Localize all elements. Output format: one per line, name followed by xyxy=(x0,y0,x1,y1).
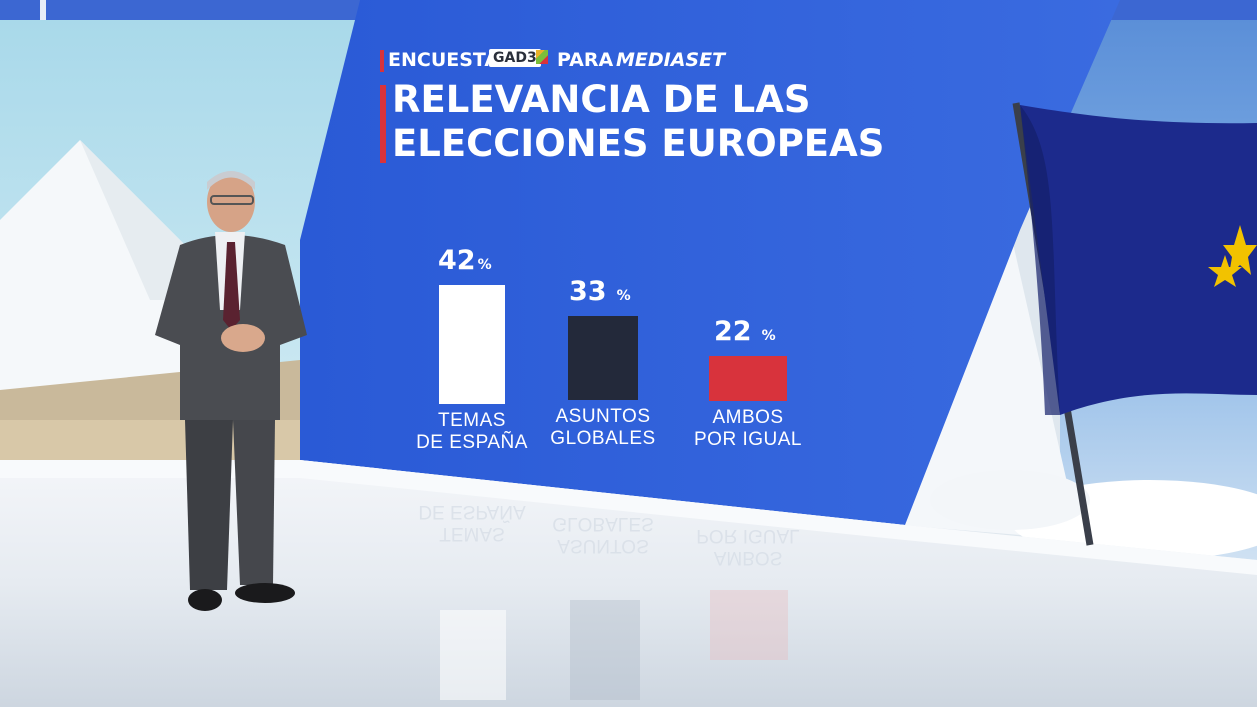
title-red-rule xyxy=(380,85,386,163)
gad3-logo: GAD3 xyxy=(489,49,541,67)
page-title-line2: ELECCIONES EUROPEAS xyxy=(392,122,885,165)
studio-floor xyxy=(0,460,1257,707)
presenter xyxy=(155,171,307,611)
para-label: PARA xyxy=(557,49,614,71)
encuesta-label: ENCUESTA xyxy=(388,49,500,71)
header-red-rule xyxy=(380,50,384,72)
flag-star-icon xyxy=(1223,225,1257,275)
gad3-cube-icon xyxy=(536,50,548,64)
right-mountain xyxy=(900,230,1080,540)
video-wall xyxy=(300,0,1120,525)
page-title-line1: RELEVANCIA DE LAS xyxy=(392,78,811,121)
flag-cloth xyxy=(1020,105,1257,415)
flag-star-icon xyxy=(1208,255,1242,287)
eu-flag xyxy=(1012,102,1257,546)
mediaset-label: MEDIASET xyxy=(616,49,726,71)
